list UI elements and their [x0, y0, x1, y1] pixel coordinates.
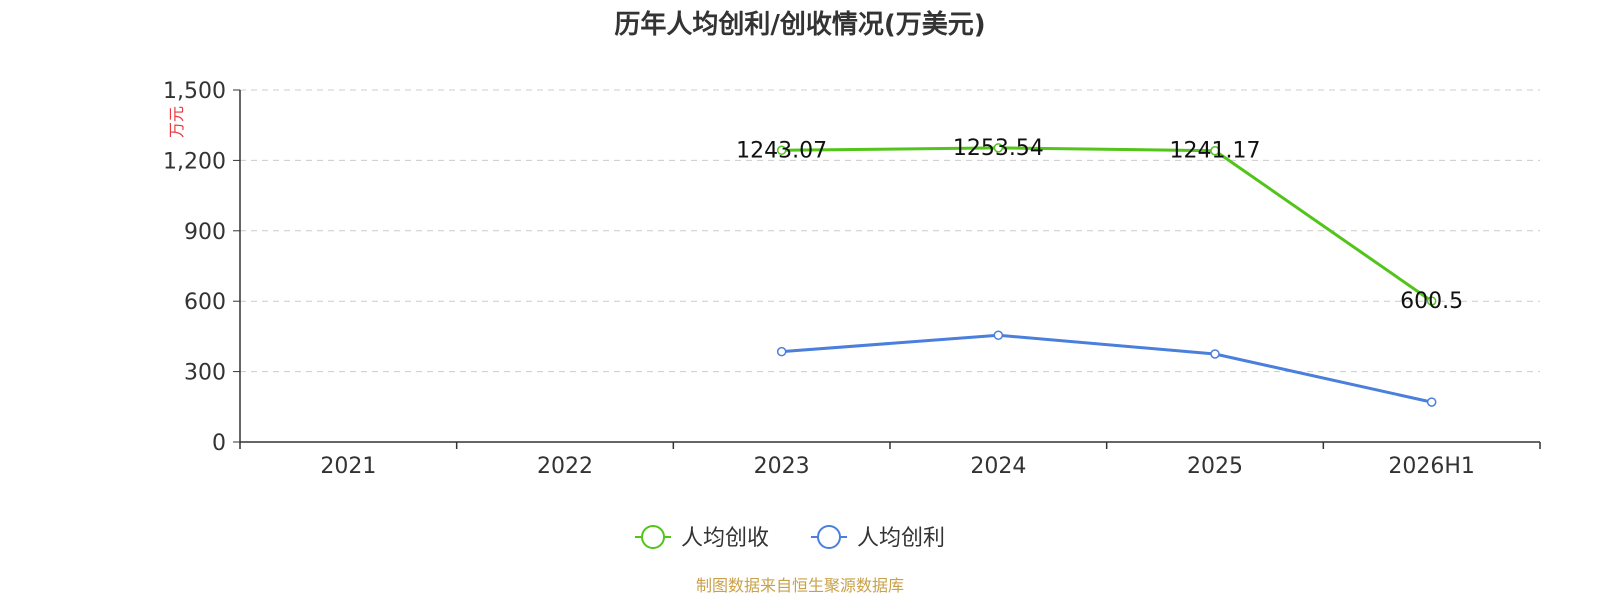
data-label: 1253.54 [953, 136, 1044, 161]
legend-item-2: 人均创利 [811, 525, 945, 551]
data-point [776, 145, 787, 156]
y-axis-label: 万元 [167, 106, 186, 138]
x-tick-label: 2021 [320, 454, 376, 479]
source-note: 制图数据来自恒生聚源数据库 [696, 576, 904, 595]
series-2 [776, 330, 1437, 407]
series-line [781, 333, 1432, 404]
y-tick-label: 600 [184, 290, 226, 315]
legend-marker [641, 525, 665, 549]
data-point [993, 330, 1004, 340]
y-tick-label: 0 [212, 431, 226, 456]
y-tick-label: 1,200 [163, 149, 226, 174]
y-tick-label: 300 [184, 361, 226, 386]
legend-item-1: 人均创收 [635, 525, 769, 551]
data-point [1210, 145, 1220, 156]
data-point [1426, 397, 1437, 407]
x-axis-ticks: 2021 2022 2023 2024 2025 2026H1 [239, 442, 1541, 479]
x-tick-label: 2025 [1187, 454, 1243, 479]
axes [239, 90, 1540, 443]
legend-marker [817, 525, 841, 549]
legend: 人均创收 人均创利 [635, 525, 945, 551]
series-group: 1243.07 1253.54 1241.17 600.5 [736, 136, 1463, 407]
legend-label: 人均创利 [857, 526, 945, 551]
data-point [1426, 296, 1437, 306]
y-axis-ticks: 0 300 600 900 1,200 1,500 [163, 79, 240, 456]
data-point [776, 346, 787, 357]
data-label: 1243.07 [736, 138, 827, 163]
y-tick-label: 1,500 [163, 79, 226, 104]
x-tick-label: 2026H1 [1388, 454, 1475, 479]
x-tick-label: 2023 [754, 454, 810, 479]
data-point [993, 143, 1004, 153]
series-line [781, 146, 1433, 303]
data-point [1210, 349, 1220, 359]
x-tick-label: 2022 [537, 454, 593, 479]
series-1: 1243.07 1253.54 1241.17 600.5 [736, 136, 1463, 314]
data-label: 1241.17 [1170, 139, 1261, 164]
gridlines [240, 89, 1540, 373]
legend-label: 人均创收 [681, 526, 769, 551]
chart-title: 历年人均创利/创收情况(万美元) [614, 9, 985, 40]
y-tick-label: 900 [184, 220, 226, 245]
data-label: 600.5 [1400, 289, 1463, 314]
x-tick-label: 2024 [970, 454, 1026, 479]
